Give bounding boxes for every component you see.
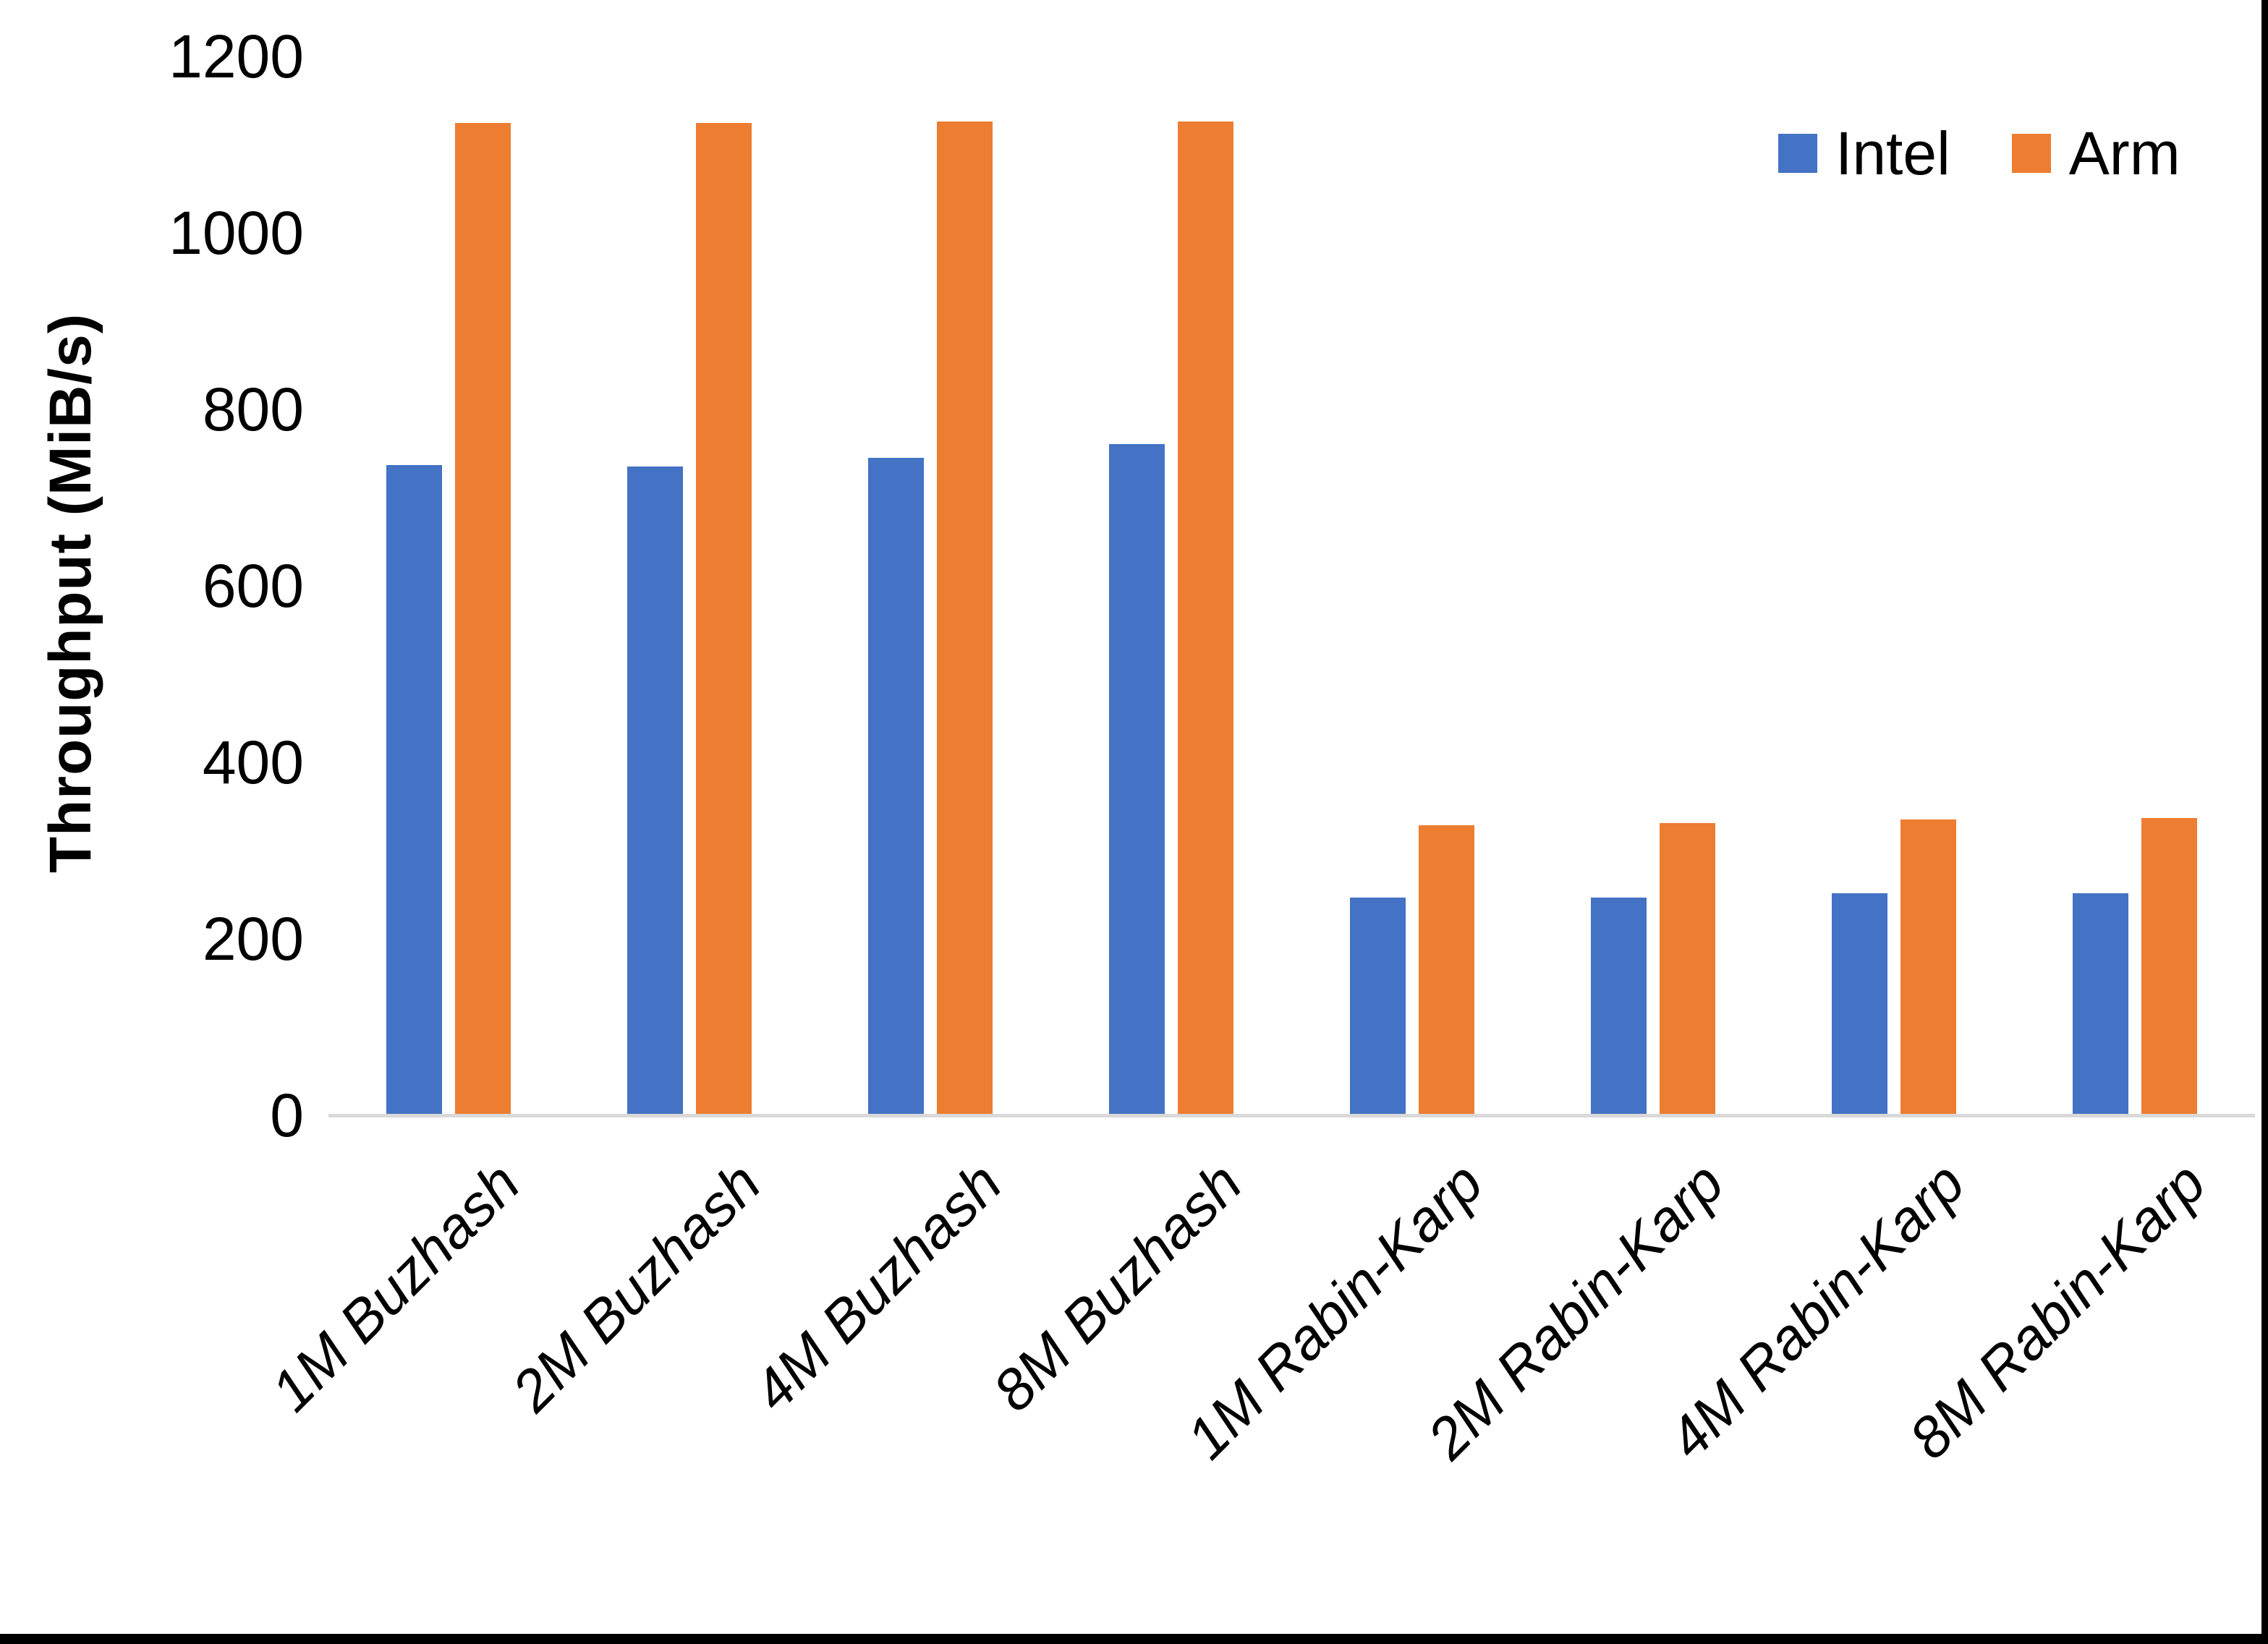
bar-arm: [1178, 122, 1234, 1115]
legend-swatch-icon: [2011, 134, 2051, 173]
bar-intel: [386, 464, 443, 1115]
x-axis-category-label: 4M Buzhash: [740, 1150, 1014, 1423]
bar-group: [1292, 56, 1533, 1115]
legend-label: Intel: [1835, 119, 1950, 187]
bar-group: [1051, 56, 1292, 1115]
bar-intel: [1349, 897, 1406, 1115]
bar-group: [569, 56, 810, 1115]
bar-intel: [1590, 897, 1647, 1115]
y-axis-tick-label: 1200: [169, 22, 304, 90]
screenshot-right-border: [2261, 0, 2268, 1644]
x-axis-line: [328, 1114, 2255, 1117]
bar-intel: [627, 467, 684, 1115]
x-axis-category-label: 1M Buzhash: [258, 1150, 532, 1423]
bar-arm: [1418, 825, 1474, 1115]
legend-label: Arm: [2068, 119, 2180, 187]
screenshot-bottom-border: [0, 1634, 2268, 1644]
bar-arm: [455, 122, 511, 1115]
legend-swatch-icon: [1778, 134, 1817, 173]
plot-area: [328, 56, 2255, 1117]
bar-intel: [1831, 893, 1887, 1115]
bar-group: [328, 56, 569, 1115]
y-axis-tick-label: 200: [202, 905, 304, 973]
bar-intel: [1109, 443, 1165, 1115]
bar-group: [1773, 56, 2014, 1115]
bar-arm: [1900, 819, 1956, 1115]
y-axis-tick-label: 400: [202, 728, 304, 796]
bar-group: [810, 56, 1051, 1115]
bar-intel: [868, 458, 925, 1115]
y-axis-tick-label: 1000: [169, 199, 304, 267]
bar-arm: [696, 122, 752, 1115]
bar-arm: [2141, 817, 2197, 1115]
bar-group: [1532, 56, 1773, 1115]
legend-item: Intel: [1778, 123, 1950, 184]
x-axis-category-label: 2M Buzhash: [499, 1150, 773, 1423]
y-axis-tick-label: 800: [202, 375, 304, 443]
y-axis-tick-label: 0: [270, 1081, 304, 1149]
bar-arm: [937, 122, 993, 1115]
bar-intel: [2072, 893, 2128, 1115]
legend-item: Arm: [2011, 119, 2180, 187]
legend: Intel Arm: [1778, 123, 2180, 184]
x-axis-category-label: 8M Buzhash: [981, 1150, 1254, 1423]
bar-group: [2014, 56, 2255, 1115]
y-axis-tick-label: 600: [202, 552, 304, 620]
bar-arm: [1659, 823, 1715, 1115]
